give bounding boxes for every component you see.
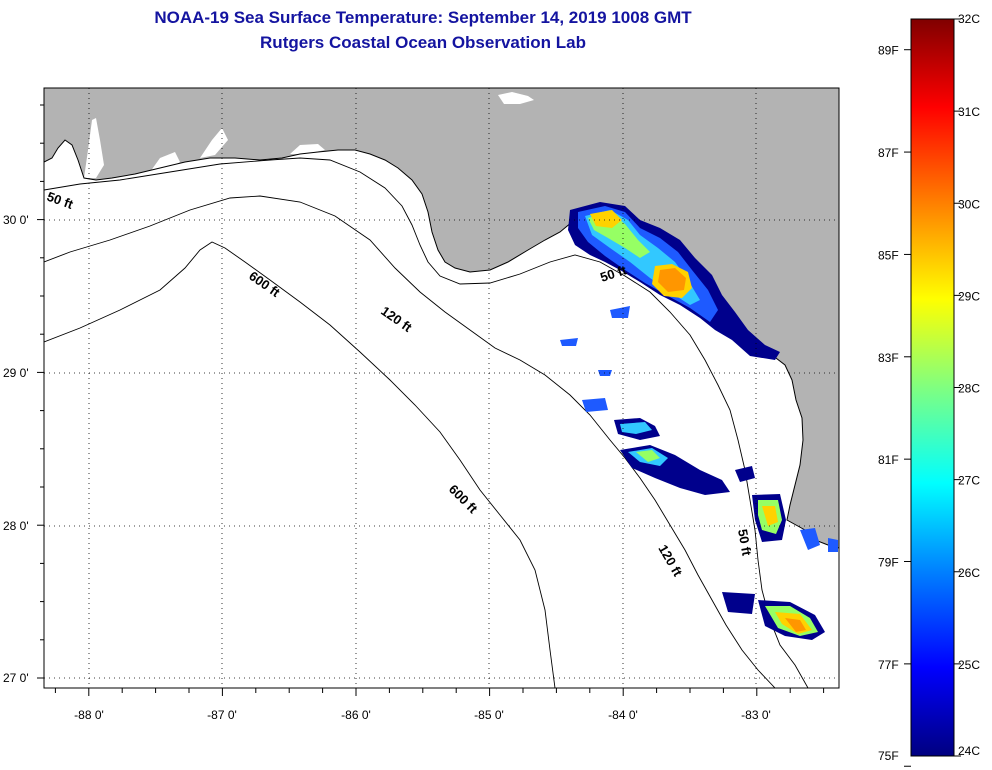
longitude-label: -84 0' <box>608 708 638 722</box>
map-frame <box>43 87 840 689</box>
colorbar <box>910 18 955 757</box>
sst-data <box>560 202 838 640</box>
colorbar-celsius-label: 25C <box>958 658 980 672</box>
colorbar-fahrenheit-label: 81F <box>878 453 899 467</box>
longitude-label: -86 0' <box>341 708 371 722</box>
longitude-label: -88 0' <box>74 708 104 722</box>
colorbar-fahrenheit-label: 75F <box>878 749 899 763</box>
longitude-label: -85 0' <box>474 708 504 722</box>
longitude-label: -87 0' <box>207 708 237 722</box>
colorbar-fahrenheit-label: 79F <box>878 556 899 570</box>
map-subtitle: Rutgers Coastal Ocean Observation Lab <box>260 33 586 52</box>
colorbar-celsius-label: 30C <box>958 197 980 211</box>
contour-600ft <box>44 241 556 688</box>
colorbar-celsius-label: 32C <box>958 12 980 26</box>
colorbar-fahrenheit-label: 77F <box>878 658 899 672</box>
land-mass <box>44 88 839 548</box>
latitude-label: 27 0' <box>3 671 29 685</box>
colorbar-celsius-label: 24C <box>958 744 980 758</box>
contour-50ft <box>44 157 809 688</box>
colorbar-fahrenheit-label: 85F <box>878 248 899 262</box>
colorbar-celsius-label: 26C <box>958 566 980 580</box>
latitude-label: 30 0' <box>3 213 29 227</box>
latitude-label: 28 0' <box>3 519 29 533</box>
colorbar-celsius-label: 31C <box>958 105 980 119</box>
colorbar-celsius-label: 28C <box>958 382 980 396</box>
colorbar-celsius-label: 27C <box>958 474 980 488</box>
colorbar-fahrenheit-label: 83F <box>878 351 899 365</box>
coastline <box>44 139 839 549</box>
contour-120ft <box>44 195 776 688</box>
map-title: NOAA-19 Sea Surface Temperature: Septemb… <box>154 8 692 27</box>
lake-feature <box>498 92 534 104</box>
colorbar-fahrenheit-label: 89F <box>878 44 899 58</box>
contour-label: 50 ft <box>735 528 755 558</box>
latitude-label: 29 0' <box>3 366 29 380</box>
longitude-label: -83 0' <box>741 708 771 722</box>
colorbar-fahrenheit-label: 87F <box>878 146 899 160</box>
colorbar-celsius-label: 29C <box>958 289 980 303</box>
